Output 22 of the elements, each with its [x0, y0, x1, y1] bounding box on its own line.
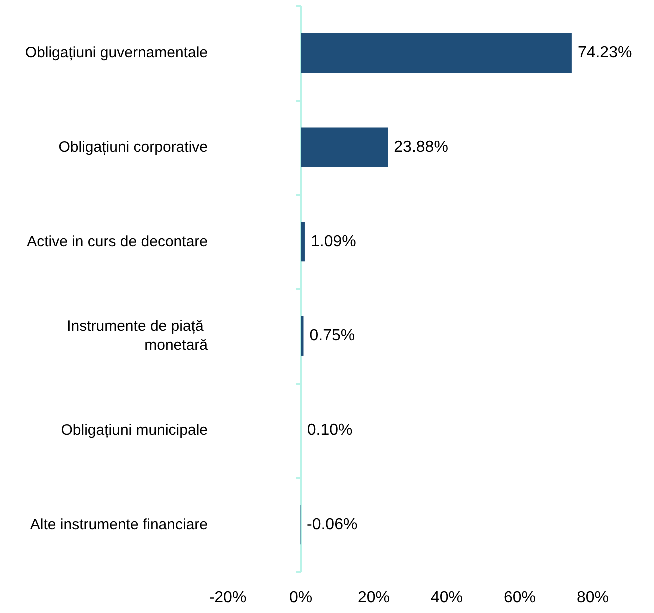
- x-tick-label: 20%: [358, 590, 390, 606]
- y-tick-label: Obligațiuni municipale: [61, 422, 208, 439]
- data-label: 23.88%: [394, 139, 448, 156]
- data-label: 0.10%: [307, 422, 353, 439]
- y-tick-label: Alte instrumente financiare: [30, 516, 208, 534]
- data-label: -0.06%: [307, 516, 358, 534]
- data-label: 1.09%: [310, 233, 356, 250]
- x-tick-label: 40%: [430, 590, 464, 606]
- x-tick-label: 60%: [504, 590, 536, 606]
- x-tick-label: 0%: [289, 590, 313, 606]
- y-tick-label: Obligațiuni guvernamentale: [25, 44, 208, 62]
- y-tick-label: Obligațiuni corporative: [58, 139, 208, 156]
- bar: [301, 33, 572, 73]
- bar: [301, 128, 388, 168]
- y-tick-label: Active in curs de decontare: [27, 233, 208, 250]
- y-tick-label: Instrumente de piață monetară: [67, 318, 209, 354]
- x-tick-label: 80%: [576, 590, 610, 606]
- bar: [301, 316, 304, 356]
- x-tick-label: -20%: [209, 590, 247, 606]
- data-label: 0.75%: [310, 328, 356, 345]
- data-label: 74.23%: [578, 44, 632, 62]
- bar: [301, 222, 305, 262]
